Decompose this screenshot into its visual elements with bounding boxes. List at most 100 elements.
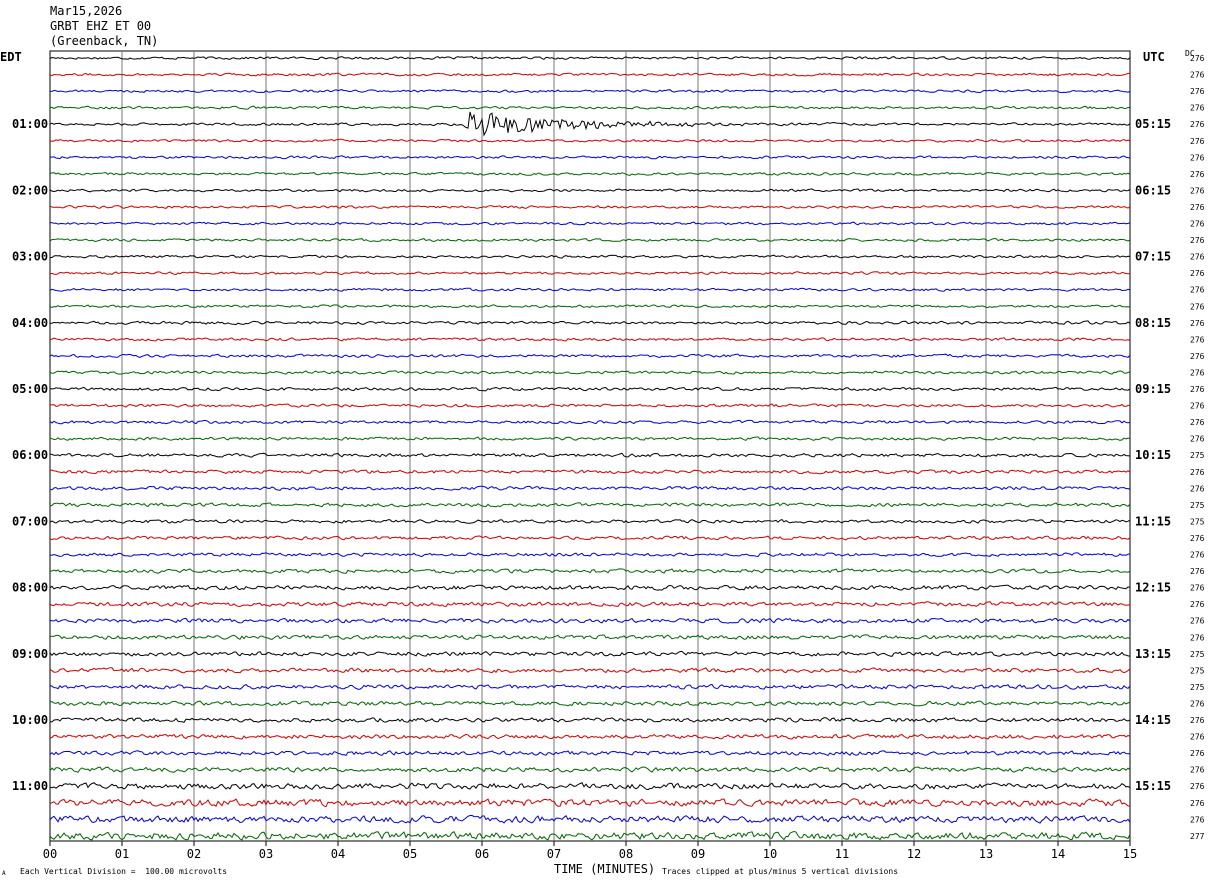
- trace-row: [49, 386, 1131, 392]
- edt-hour-label: 03:00: [12, 250, 48, 264]
- dc-offset-label: 276: [1190, 815, 1205, 824]
- dc-offset-label: 276: [1190, 782, 1205, 791]
- trace-row: [49, 683, 1131, 690]
- x-tick-label: 14: [1051, 847, 1065, 861]
- trace-row: [49, 782, 1131, 791]
- trace-row: [49, 601, 1131, 608]
- trace-row: [49, 155, 1131, 160]
- utc-hour-label: 06:15: [1135, 183, 1171, 197]
- trace-row: [49, 814, 1131, 824]
- trace-row: [49, 353, 1131, 359]
- utc-hour-label: 13:15: [1135, 647, 1171, 661]
- trace-row: [49, 419, 1131, 425]
- utc-hour-label: 10:15: [1135, 448, 1171, 462]
- trace-row: [49, 171, 1131, 176]
- dc-offset-label: 275: [1190, 650, 1205, 659]
- dc-offset-label: 276: [1190, 269, 1205, 278]
- dc-offset-label: 276: [1190, 335, 1205, 344]
- dc-offset-label: 275: [1190, 683, 1205, 692]
- trace-row: [49, 370, 1131, 375]
- dc-offset-label: 275: [1190, 501, 1205, 510]
- trace-row: [49, 502, 1131, 508]
- edt-hour-label: 09:00: [12, 647, 48, 661]
- dc-offset-label: 276: [1190, 799, 1205, 808]
- trace-row: [49, 634, 1131, 641]
- axis-labels: 00 01 02 03 04 05 06 07 08 09 10 11 12 13 14 15 276 276 27…: [12, 54, 1205, 861]
- clip-note: Traces clipped at plus/minus 5 vertical …: [662, 867, 899, 876]
- scale-note: Each Vertical Division = 100.00 microvol…: [20, 867, 228, 876]
- trace-row: [49, 469, 1131, 475]
- trace-row: [49, 452, 1131, 458]
- dc-offset-label: 276: [1190, 302, 1205, 311]
- time-grid: [49, 50, 1131, 846]
- trace-row: [49, 204, 1131, 209]
- corner-mark: A: [2, 870, 6, 877]
- dc-offset-label: 276: [1190, 484, 1205, 493]
- dc-offset-label: 276: [1190, 352, 1205, 361]
- trace-row: [49, 667, 1131, 674]
- dc-offset-label: 276: [1190, 633, 1205, 642]
- trace-row: [49, 271, 1131, 276]
- dc-offset-label: 277: [1190, 832, 1205, 841]
- dc-offset-label: 276: [1190, 551, 1205, 560]
- x-axis-title: TIME (MINUTES): [554, 862, 656, 876]
- trace-row: [49, 485, 1131, 491]
- dc-offset-label: 275: [1190, 517, 1205, 526]
- dc-offset-label: 276: [1190, 54, 1205, 63]
- dc-offset-label: 276: [1190, 699, 1205, 708]
- trace-row: [49, 617, 1131, 624]
- x-tick-label: 15: [1123, 847, 1137, 861]
- dc-offset-label: 276: [1190, 253, 1205, 262]
- dc-offset-label: 276: [1190, 368, 1205, 377]
- trace-row: [49, 105, 1131, 110]
- dc-offset-label: 276: [1190, 468, 1205, 477]
- trace-row: [49, 830, 1131, 841]
- dc-offset-label: 276: [1190, 617, 1205, 626]
- x-tick-label: 13: [979, 847, 993, 861]
- x-tick-label: 07: [547, 847, 561, 861]
- trace-row: [49, 700, 1131, 707]
- x-tick-label: 00: [43, 847, 57, 861]
- x-tick-label: 11: [835, 847, 849, 861]
- edt-hour-label: 02:00: [12, 183, 48, 197]
- trace-row: [49, 238, 1131, 243]
- edt-hour-label: 07:00: [12, 514, 48, 528]
- trace-row: [49, 717, 1131, 723]
- utc-hour-label: 15:15: [1135, 779, 1171, 793]
- trace-row: [49, 552, 1131, 558]
- trace-row: [49, 138, 1131, 143]
- dc-offset-label: 276: [1190, 567, 1205, 576]
- header-date: Mar15,2026: [50, 4, 123, 18]
- dc-offset-label: 276: [1190, 402, 1205, 411]
- dc-offset-label: 276: [1190, 186, 1205, 195]
- dc-offset-label: 276: [1190, 104, 1205, 113]
- left-axis-title: EDT: [0, 50, 22, 64]
- trace-row: [49, 535, 1131, 541]
- dc-offset-label: 276: [1190, 120, 1205, 129]
- trace-layer: [49, 56, 1131, 841]
- x-tick-label: 05: [403, 847, 417, 861]
- x-tick-label: 12: [907, 847, 921, 861]
- plot-frame: [49, 50, 1131, 842]
- trace-row: [49, 733, 1131, 740]
- edt-hour-label: 01:00: [12, 117, 48, 131]
- dc-offset-label: 276: [1190, 137, 1205, 146]
- dc-offset-label: 276: [1190, 170, 1205, 179]
- trace-row: [49, 750, 1131, 757]
- dc-offset-label: 276: [1190, 716, 1205, 725]
- x-tick-label: 09: [691, 847, 705, 861]
- trace-row: [49, 403, 1131, 408]
- trace-row: [49, 766, 1131, 773]
- header-station: GRBT EHZ ET 00: [50, 19, 152, 33]
- edt-hour-label: 10:00: [12, 713, 48, 727]
- trace-row: [49, 72, 1131, 77]
- dc-offset-label: 276: [1190, 534, 1205, 543]
- dc-offset-label: 276: [1190, 584, 1205, 593]
- dc-offset-label: 276: [1190, 236, 1205, 245]
- edt-hour-label: 08:00: [12, 581, 48, 595]
- trace-row: [49, 304, 1131, 309]
- trace-row: [49, 111, 1131, 137]
- trace-row: [50, 89, 1131, 94]
- header-location: (Greenback, TN): [50, 34, 159, 48]
- dc-offset-label: 276: [1190, 71, 1205, 80]
